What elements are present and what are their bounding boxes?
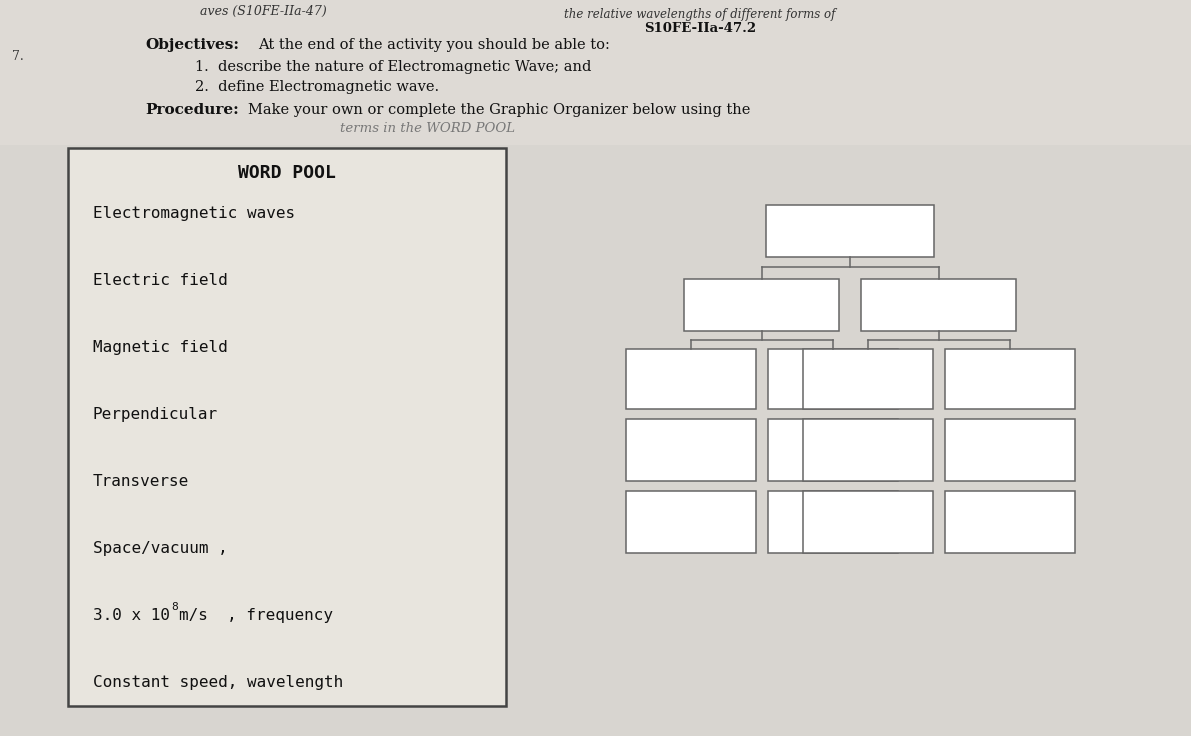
Bar (944, 491, 1074, 553)
Text: Perpendicular: Perpendicular (93, 407, 218, 422)
Text: Constant speed, wavelength: Constant speed, wavelength (93, 675, 343, 690)
Text: Transverse: Transverse (93, 474, 189, 489)
Text: 7.: 7. (12, 50, 24, 63)
Bar (944, 419, 1074, 481)
Bar (0, 0, 1191, 145)
Bar (625, 491, 755, 553)
Text: WORD POOL: WORD POOL (238, 164, 336, 182)
Bar (803, 491, 933, 553)
Bar (767, 349, 898, 409)
Bar (803, 349, 933, 409)
Text: At the end of the activity you should be able to:: At the end of the activity you should be… (258, 38, 610, 52)
Text: S10FE-IIa-47.2: S10FE-IIa-47.2 (644, 22, 756, 35)
Text: Procedure:: Procedure: (145, 103, 238, 117)
Text: Magnetic field: Magnetic field (93, 340, 227, 355)
Text: m/s  , frequency: m/s , frequency (179, 608, 333, 623)
Text: Make your own or complete the Graphic Organizer below using the: Make your own or complete the Graphic Or… (248, 103, 750, 117)
Text: Electromagnetic waves: Electromagnetic waves (93, 206, 295, 221)
Text: 3.0 x 10: 3.0 x 10 (93, 608, 170, 623)
Bar (767, 491, 898, 553)
Text: 1.  describe the nature of Electromagnetic Wave; and: 1. describe the nature of Electromagneti… (195, 60, 592, 74)
Bar (625, 349, 755, 409)
Bar (803, 419, 933, 481)
Bar (68, 148, 506, 706)
Text: terms in the WORD POOL: terms in the WORD POOL (339, 122, 515, 135)
Text: 2.  define Electromagnetic wave.: 2. define Electromagnetic wave. (195, 80, 439, 94)
Text: Electric field: Electric field (93, 273, 227, 288)
Text: 8: 8 (172, 602, 177, 612)
Bar (625, 419, 755, 481)
Text: the relative wavelengths of different forms of: the relative wavelengths of different fo… (565, 8, 836, 21)
Bar (944, 349, 1074, 409)
Bar (767, 419, 898, 481)
Bar (684, 279, 838, 331)
Text: aves (S10FE-IIa-47): aves (S10FE-IIa-47) (200, 5, 326, 18)
Bar (766, 205, 934, 257)
Text: Space/vacuum ,: Space/vacuum , (93, 541, 227, 556)
Text: Objectives:: Objectives: (145, 38, 239, 52)
Bar (861, 279, 1016, 331)
